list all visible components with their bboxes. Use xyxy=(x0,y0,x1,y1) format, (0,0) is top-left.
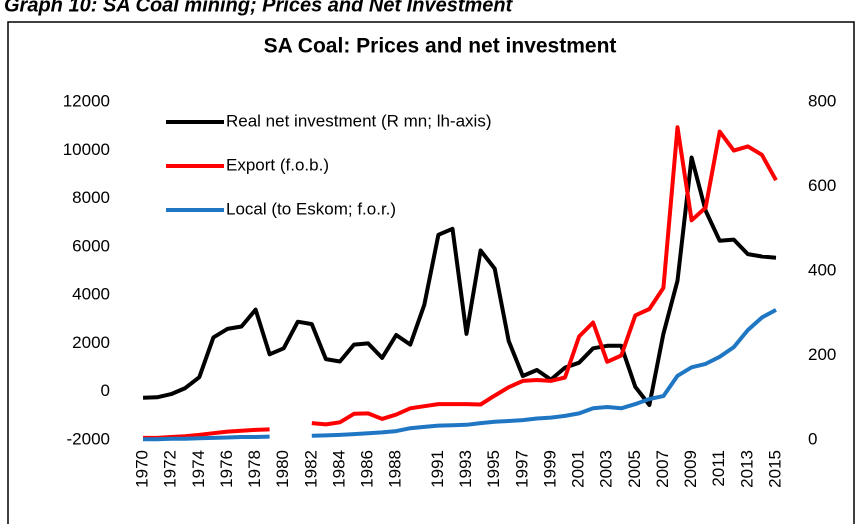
y2-tick-label: 0 xyxy=(808,429,817,448)
y2-tick-label: 400 xyxy=(808,260,836,279)
x-tick-label: 2001 xyxy=(569,450,588,488)
x-tick-label: 1986 xyxy=(358,450,377,488)
y-tick-label: 10000 xyxy=(63,140,110,159)
y2-tick-label: 200 xyxy=(808,345,836,364)
x-tick-label: 2005 xyxy=(625,450,644,488)
x-tick-label: 1976 xyxy=(217,450,236,488)
x-tick-label: 1974 xyxy=(189,450,208,488)
y-tick-label: 0 xyxy=(101,381,110,400)
x-tick-label: 2003 xyxy=(597,450,616,488)
series-line xyxy=(143,308,777,442)
x-tick-label: 1997 xyxy=(512,450,531,488)
caption: Graph 10: SA Coal mining; Prices and Net… xyxy=(4,0,514,16)
x-tick-label: 1978 xyxy=(245,450,264,488)
x-tick-label: 2013 xyxy=(737,450,756,488)
y-tick-label: -2000 xyxy=(67,429,110,448)
y-tick-label: 8000 xyxy=(72,188,110,207)
legend-label: Export (f.o.b.) xyxy=(226,155,329,174)
y-tick-label: 2000 xyxy=(72,333,110,352)
x-tick-label: 2007 xyxy=(653,450,672,488)
x-tick-label: 2011 xyxy=(709,450,728,487)
x-tick-label: 1970 xyxy=(133,450,152,488)
x-tick-label: 1980 xyxy=(273,450,292,488)
y2-tick-label: 600 xyxy=(808,176,836,195)
x-tick-label: 2015 xyxy=(765,450,784,488)
chart-frame xyxy=(7,21,855,524)
legend-label: Real net investment (R mn; lh-axis) xyxy=(226,111,491,130)
legend-label: Local (to Eskom; f.o.r.) xyxy=(226,199,396,218)
x-tick-label: 1984 xyxy=(329,450,348,488)
x-tick-label: 1982 xyxy=(301,450,320,488)
x-tick-label: 1972 xyxy=(161,450,180,488)
chart-title: SA Coal: Prices and net investment xyxy=(264,35,617,58)
y2-tick-label: 800 xyxy=(808,91,836,110)
series-line xyxy=(142,155,777,407)
x-tick-label: 1995 xyxy=(484,450,503,488)
y-tick-label: 4000 xyxy=(72,285,110,304)
y-tick-label: 6000 xyxy=(72,236,110,255)
x-tick-label: 1991 xyxy=(428,450,447,488)
x-tick-label: 1993 xyxy=(456,450,475,488)
x-tick-label: 2009 xyxy=(681,450,700,488)
x-tick-label: 1999 xyxy=(540,450,559,488)
x-tick-label: 1988 xyxy=(386,450,405,488)
y-tick-label: 12000 xyxy=(63,91,110,110)
